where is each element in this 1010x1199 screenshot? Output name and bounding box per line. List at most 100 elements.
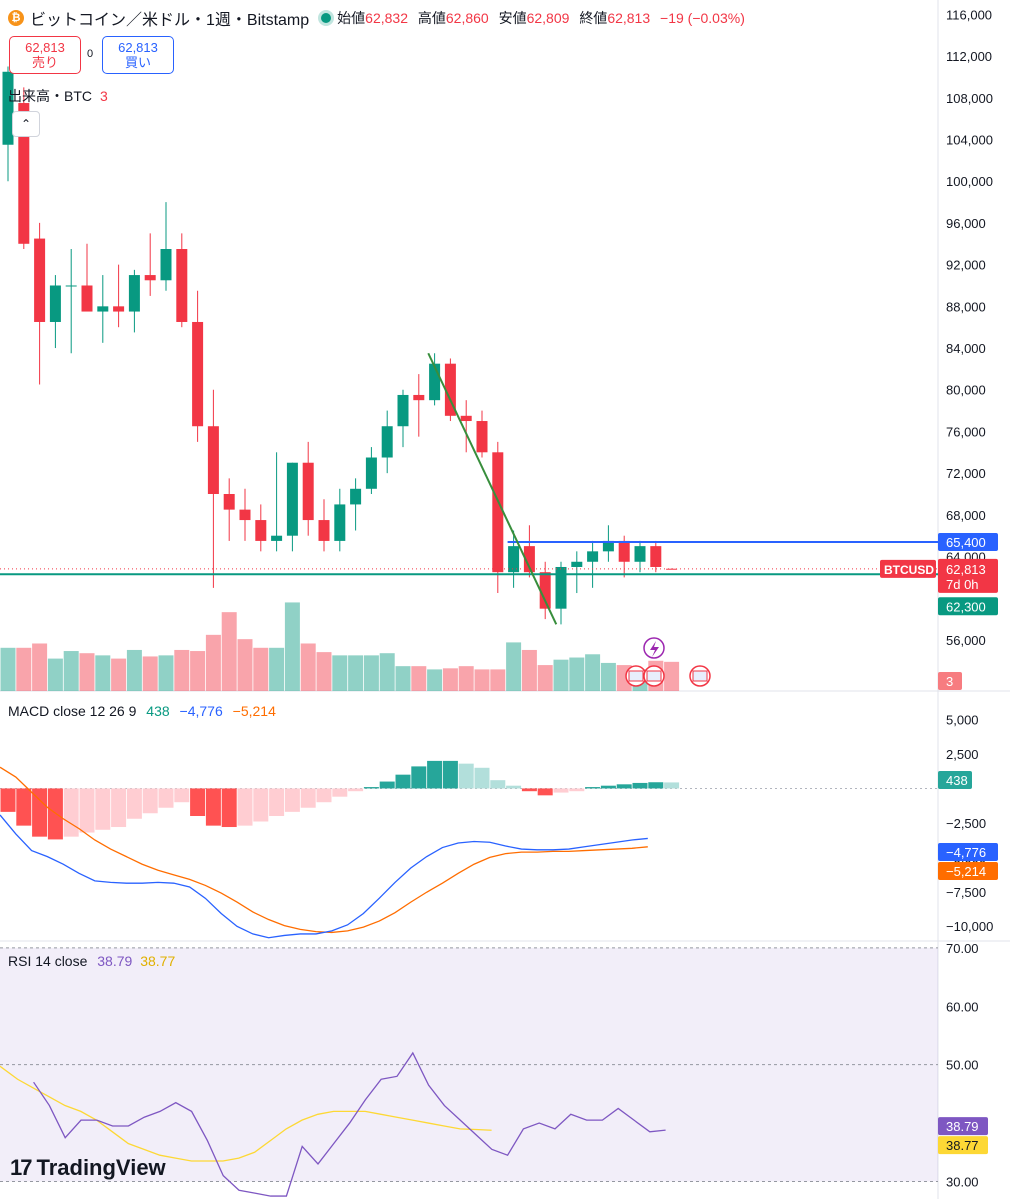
volume-bar (521, 649, 537, 691)
rsi-tag-text: 38.79 (946, 1119, 979, 1134)
rsi-ma-line (0, 1065, 492, 1162)
macd-histogram-bar (142, 788, 158, 814)
macd-histogram-bar (126, 788, 142, 819)
volume-bar (316, 652, 332, 691)
us-flag-stripe (646, 670, 662, 682)
symbol-title[interactable]: ビットコイン／米ドル・1週・Bitstamp (30, 12, 310, 29)
macd-histogram-bar (474, 767, 490, 789)
candle-body (634, 546, 646, 562)
last-price-tag (938, 558, 998, 593)
volume-value: 3 (100, 88, 108, 104)
candle-body (602, 540, 614, 552)
macd-histogram-bar (411, 766, 427, 789)
candle-body (666, 568, 678, 570)
rsi-tag (938, 1117, 988, 1136)
candle-body (476, 421, 488, 453)
volume-bar (47, 658, 63, 691)
macd-signal-value: −5,214 (232, 703, 276, 719)
buy-price: 62,813 (118, 40, 158, 55)
macd-line-tag (938, 843, 998, 861)
volume-label: 出来高・BTC (8, 88, 92, 104)
macd-histogram-bar (395, 774, 411, 789)
rsi-legend[interactable]: RSI 14 close 38.79 38.77 (8, 953, 175, 969)
candle-body (286, 462, 298, 536)
macd-legend[interactable]: MACD close 12 26 9 438 −4,776 −5,214 (8, 703, 276, 719)
last-price-text: 62,813 (946, 562, 986, 577)
volume-tag (938, 672, 962, 690)
volume-bar (585, 654, 601, 691)
candle-body (365, 457, 377, 489)
countdown-text: 7d 0h (946, 577, 979, 592)
market-open-dot (321, 13, 332, 23)
volume-bar (32, 643, 48, 691)
macd-histogram-bar (221, 788, 237, 828)
lightning-glyph (650, 641, 659, 657)
tradingview-mark-icon: 17 (10, 1155, 33, 1180)
macd-histogram-bar (585, 787, 601, 789)
volume-bar (16, 647, 32, 691)
candle-body (192, 321, 204, 427)
macd-signal-tag (938, 862, 998, 880)
candle-body (334, 504, 346, 541)
macd-histogram-bar (553, 788, 569, 793)
macd-histogram-bar (458, 763, 474, 789)
macd-histogram-bar (284, 788, 300, 812)
tradingview-logo[interactable]: 17 TradingView (10, 1155, 166, 1181)
price-tick-label: 96,000 (946, 216, 986, 231)
candle-body (128, 275, 140, 312)
high-value: 62,860 (445, 10, 489, 26)
price-tick-label: 104,000 (946, 133, 993, 148)
macd-tick-label: −10,000 (946, 919, 993, 934)
price-tick-label: 56,000 (946, 633, 986, 648)
macd-histogram-bar (63, 788, 79, 837)
candle-body (18, 103, 30, 244)
price-tick-label: 80,000 (946, 383, 986, 398)
price-tick-label: 112,000 (946, 49, 992, 64)
macd-histogram-bar (205, 788, 221, 826)
volume-bar (0, 647, 16, 691)
rsi-tick-label: 60.00 (946, 999, 979, 1014)
high-label: 高値 (417, 10, 446, 26)
macd-signal-tag-text: −5,214 (946, 864, 986, 879)
macd-histogram-bar (600, 785, 616, 789)
macd-line-value: −4,776 (179, 703, 223, 719)
buy-button[interactable]: 62,813 買い (102, 36, 174, 74)
macd-line (0, 814, 648, 939)
volume-bar (490, 669, 506, 691)
candle-body (444, 363, 456, 416)
rsi-ma-value: 38.77 (140, 953, 176, 969)
volume-bar (458, 666, 474, 691)
volume-bar (332, 655, 348, 691)
candle-body (160, 249, 172, 281)
macd-histogram-bar (269, 788, 285, 816)
candle-body (176, 249, 188, 322)
volume-bar (174, 649, 190, 691)
volume-bar (158, 655, 174, 691)
candle-body (492, 452, 504, 573)
candle-body (239, 509, 251, 521)
volume-bar (395, 666, 411, 691)
candle-body (223, 494, 235, 510)
sell-button[interactable]: 62,813 売り (9, 36, 81, 74)
chevron-up-icon: ⌃ (20, 117, 32, 131)
change-value: −19 (−0.03%) (660, 10, 745, 26)
candle-body (255, 520, 267, 541)
candle-body (97, 306, 109, 312)
volume-bar (664, 661, 680, 691)
macd-histogram-bar (332, 788, 348, 797)
macd-histogram-bar (537, 788, 553, 796)
macd-line-tag-text: −4,776 (946, 845, 986, 860)
sell-price: 62,813 (25, 40, 65, 55)
volume-bar (79, 653, 95, 691)
trend-line (427, 352, 558, 625)
sell-label: 売り (31, 55, 58, 70)
macd-histogram-bar (664, 782, 680, 789)
collapse-legend-button[interactable]: ⌃ (12, 111, 40, 137)
volume-bar (379, 653, 395, 691)
volume-legend[interactable]: 出来高・BTC 3 (8, 86, 108, 106)
macd-histogram-bar (632, 782, 648, 789)
macd-tick-label: 2,500 (946, 747, 979, 762)
hline-price-tag (938, 532, 998, 551)
symbol-tag (880, 559, 936, 578)
